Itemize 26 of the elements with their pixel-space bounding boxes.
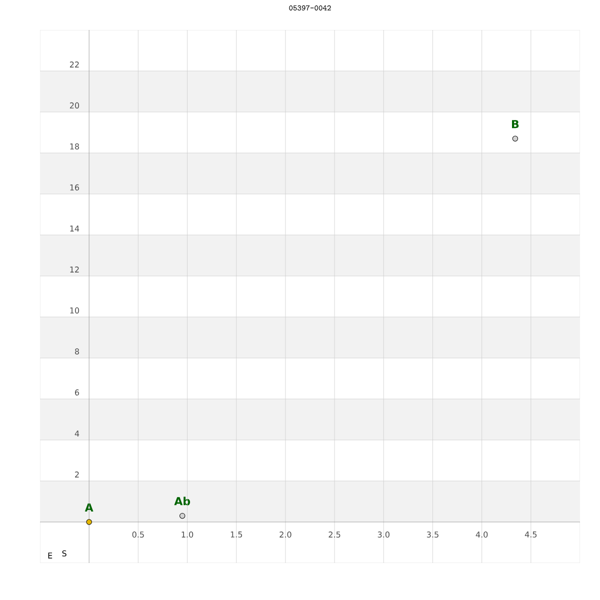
y-tick-label: 22 bbox=[70, 62, 79, 68]
chart-title: 05397-0042 bbox=[289, 5, 331, 10]
y-tick-label: 18 bbox=[70, 143, 80, 150]
y-tick-label: 10 bbox=[70, 307, 80, 314]
x-axis-title: E bbox=[48, 552, 52, 558]
x-tick-label: 3.5 bbox=[426, 532, 438, 538]
y-tick-label: 8 bbox=[75, 348, 80, 354]
x-tick-label: 4.0 bbox=[476, 532, 488, 538]
y-tick-label: 2 bbox=[75, 472, 79, 478]
y-tick-label: 4 bbox=[74, 430, 80, 436]
y-axis-title: S bbox=[62, 550, 66, 556]
y-tick-label: 12 bbox=[70, 266, 79, 272]
annotation: B bbox=[512, 120, 519, 128]
annotation: A bbox=[84, 503, 94, 512]
x-tick-label: 0.5 bbox=[132, 532, 144, 538]
x-tick-label: 1.0 bbox=[182, 532, 194, 538]
x-tick-label: 4.5 bbox=[524, 532, 537, 538]
y-tick-label: 16 bbox=[70, 184, 80, 190]
x-tick-label: 2.5 bbox=[328, 532, 340, 538]
y-tick-label: 14 bbox=[70, 226, 80, 232]
y-tick-label: 20 bbox=[70, 102, 80, 108]
x-tick-label: 2.0 bbox=[280, 532, 292, 538]
annotation: Ab bbox=[174, 496, 190, 506]
x-tick-label: 1.5 bbox=[230, 532, 242, 538]
x-tick-label: 3.0 bbox=[378, 532, 390, 538]
y-tick-label: 6 bbox=[75, 389, 80, 396]
